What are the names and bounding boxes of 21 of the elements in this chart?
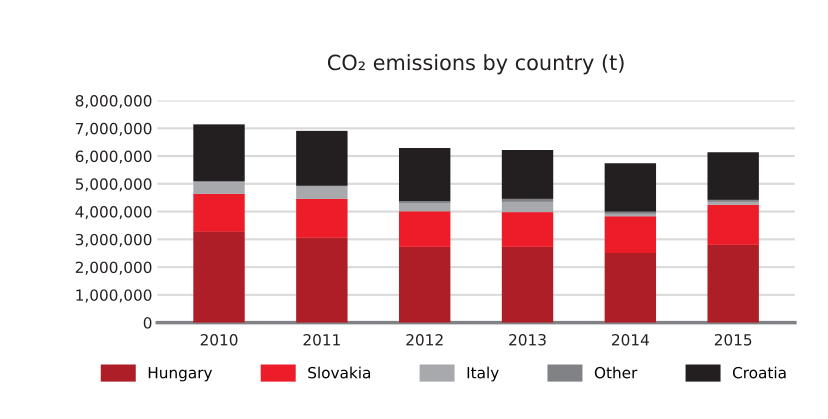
legend-label: Croatia — [732, 366, 786, 378]
legend-label: Italy — [468, 366, 499, 382]
x-tick-label: 2012 — [406, 334, 443, 346]
x-tick-label: 2015 — [714, 334, 752, 346]
x-tick-label: 2013 — [509, 334, 546, 346]
y-tick-label: 0 — [144, 317, 152, 329]
y-tick-label: 1,000,000 — [76, 289, 152, 302]
x-tick-label: 2010 — [200, 334, 238, 346]
legend-label: Hungary — [148, 367, 212, 382]
chart-title: CO₂ emissions by country (t) — [328, 54, 624, 74]
y-tick-label: 5,000,000 — [76, 178, 152, 192]
y-tick-label: 7,000,000 — [76, 122, 152, 136]
y-tick-label: 4,000,000 — [75, 206, 152, 220]
legend-label: Other — [594, 366, 638, 378]
y-tick-label: 3,000,000 — [76, 234, 152, 247]
y-tick-label: 8,000,000 — [76, 95, 152, 108]
legend-label: Slovakia — [308, 366, 370, 378]
y-tick-label: 6,000,000 — [76, 150, 152, 164]
y-tick-label: 2,000,000 — [76, 262, 152, 275]
x-tick-label: 2011 — [304, 334, 340, 346]
x-tick-label: 2014 — [612, 334, 649, 346]
